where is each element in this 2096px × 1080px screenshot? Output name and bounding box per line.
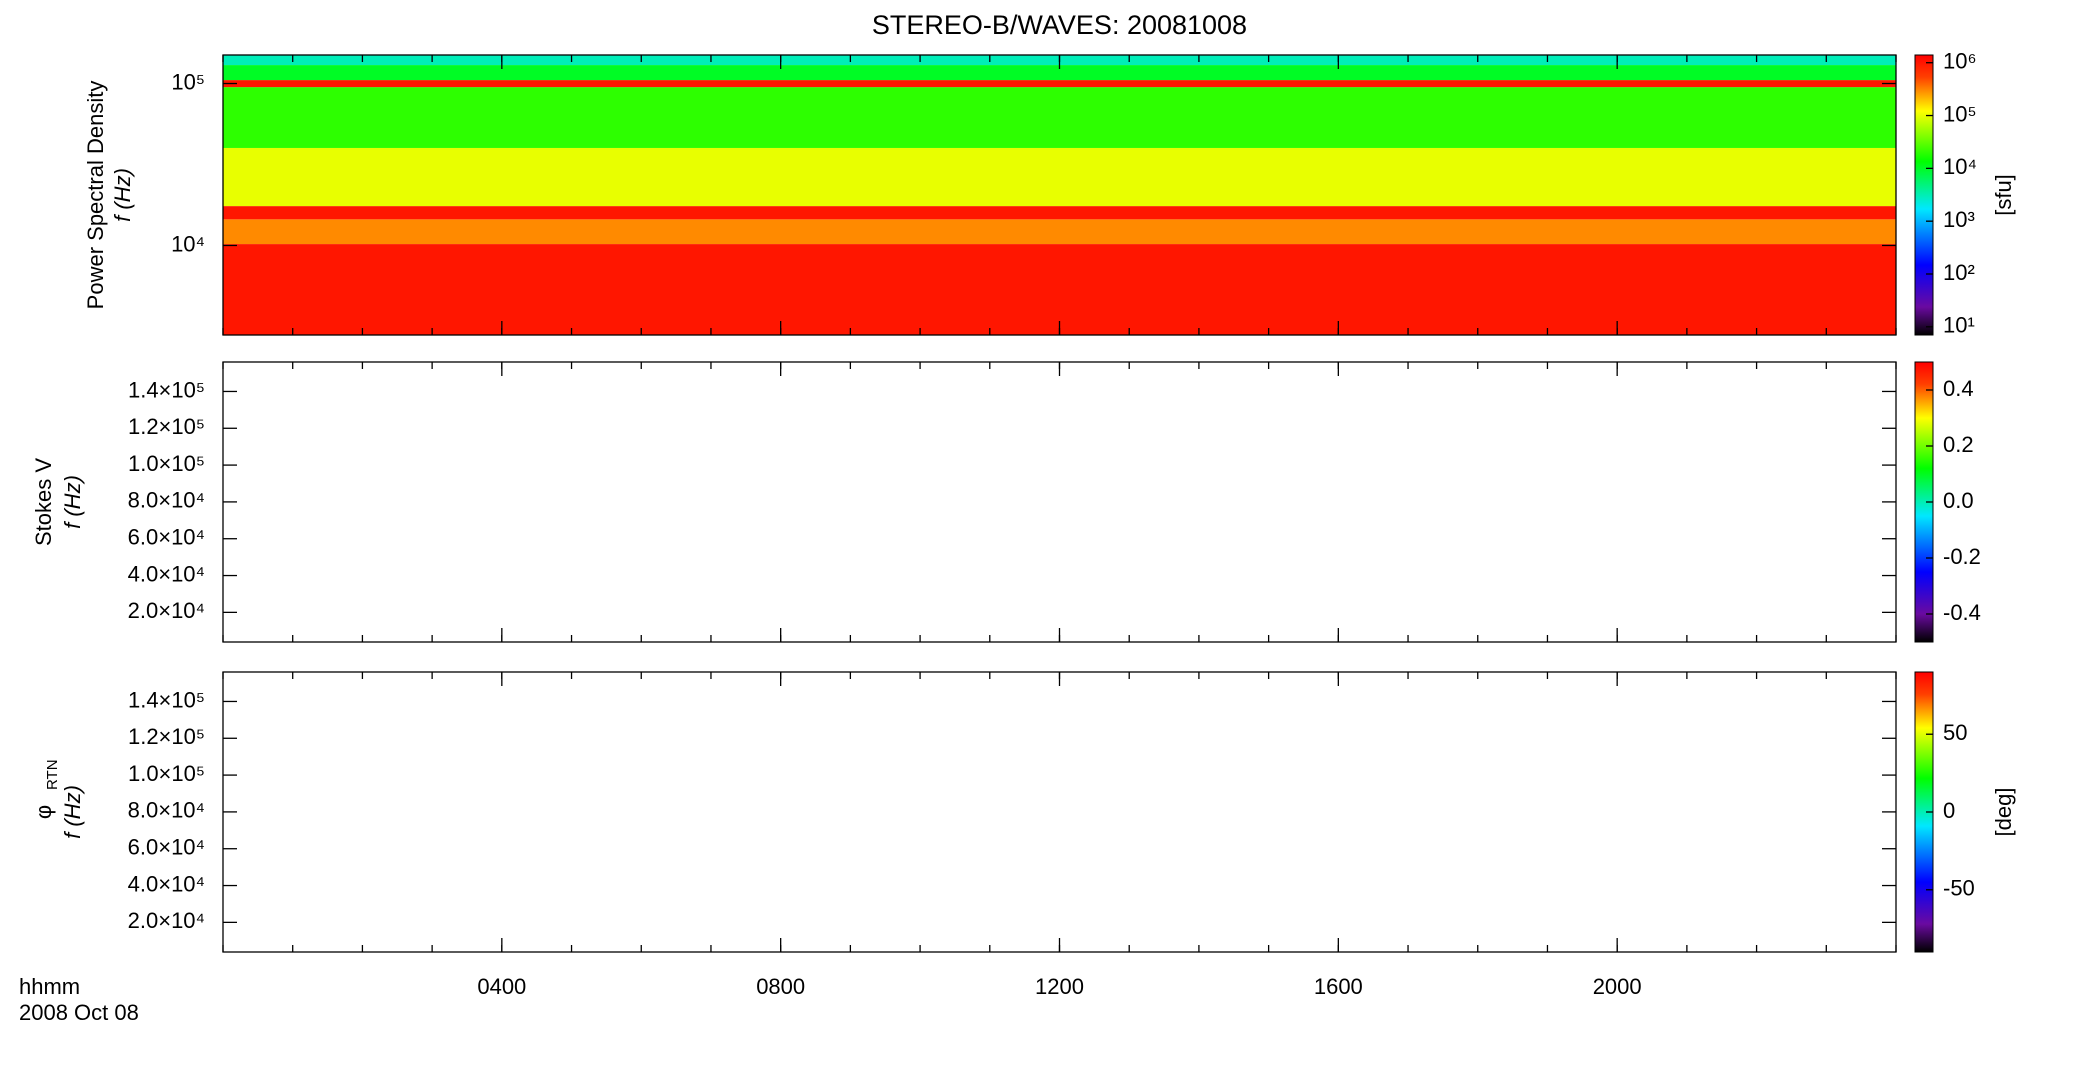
- colorbar-tick-label: 0.0: [1943, 488, 1974, 513]
- heatmap-cell: [223, 147, 1896, 207]
- y-tick-label: 2.0×10⁴: [128, 908, 205, 933]
- y-axis-label: φ: [31, 805, 56, 819]
- y-tick-label: 2.0×10⁴: [128, 598, 205, 623]
- y-axis-label: Stokes V: [31, 458, 56, 546]
- colorbar: [1914, 54, 1934, 336]
- y-tick-label: 6.0×10⁴: [128, 835, 205, 860]
- y-tick-label: 1.2×10⁵: [128, 724, 205, 749]
- y-tick-label: 10⁴: [171, 231, 205, 256]
- heatmap-cell: [223, 219, 1896, 245]
- y-axis-label: f (Hz): [60, 785, 85, 839]
- y-tick-label: 10⁵: [171, 69, 205, 94]
- x-tick-label: 2000: [1593, 974, 1642, 999]
- y-tick-label: 8.0×10⁴: [128, 488, 205, 513]
- colorbar-tick-label: 0.4: [1943, 376, 1974, 401]
- colorbar-tick-label: -50: [1943, 876, 1975, 901]
- colorbar-tick-label: 10⁴: [1943, 154, 1977, 179]
- y-tick-label: 1.4×10⁵: [128, 377, 205, 402]
- y-tick-label: 1.0×10⁵: [128, 761, 205, 786]
- x-axis-label: hhmm: [19, 974, 80, 999]
- x-tick-label: 0400: [477, 974, 526, 999]
- colorbar-tick-label: 10²: [1943, 260, 1975, 285]
- heatmap-cell: [223, 87, 1896, 148]
- colorbar-label: [deg]: [1991, 788, 2016, 837]
- y-axis-label: f (Hz): [110, 168, 135, 222]
- y-axis-label-sub: RTN: [44, 759, 61, 790]
- colorbar-label: [sfu]: [1991, 174, 2016, 216]
- y-tick-label: 1.2×10⁵: [128, 414, 205, 439]
- heatmap-cell: [223, 206, 1896, 220]
- y-axis-label: f (Hz): [60, 475, 85, 529]
- x-tick-label: 0800: [756, 974, 805, 999]
- colorbar-tick-label: 0.2: [1943, 432, 1974, 457]
- colorbar-tick-label: -0.2: [1943, 544, 1981, 569]
- y-tick-label: 8.0×10⁴: [128, 798, 205, 823]
- y-tick-label: 4.0×10⁴: [128, 871, 205, 896]
- y-tick-label: 1.0×10⁵: [128, 451, 205, 476]
- colorbar-tick-label: 10⁶: [1943, 49, 1977, 74]
- heatmap-cell: [223, 65, 1896, 81]
- x-axis-label: 2008 Oct 08: [19, 1000, 139, 1025]
- y-tick-label: 1.4×10⁵: [128, 687, 205, 712]
- x-tick-label: 1600: [1314, 974, 1363, 999]
- y-tick-label: 6.0×10⁴: [128, 525, 205, 550]
- heatmap-cell: [223, 244, 1896, 335]
- colorbar-tick-label: 10³: [1943, 207, 1975, 232]
- colorbar-tick-label: 0: [1943, 798, 1955, 823]
- colorbar-tick-label: 10⁵: [1943, 101, 1977, 126]
- colorbar-tick-label: 50: [1943, 720, 1967, 745]
- y-tick-label: 4.0×10⁴: [128, 561, 205, 586]
- y-axis-label: Power Spectral Density: [83, 81, 108, 310]
- heatmap-cell: [223, 80, 1896, 88]
- colorbar-tick-label: 10¹: [1943, 313, 1975, 338]
- chart-title: STEREO-B/WAVES: 20081008: [872, 10, 1247, 40]
- colorbar-tick-label: -0.4: [1943, 600, 1981, 625]
- x-tick-label: 1200: [1035, 974, 1084, 999]
